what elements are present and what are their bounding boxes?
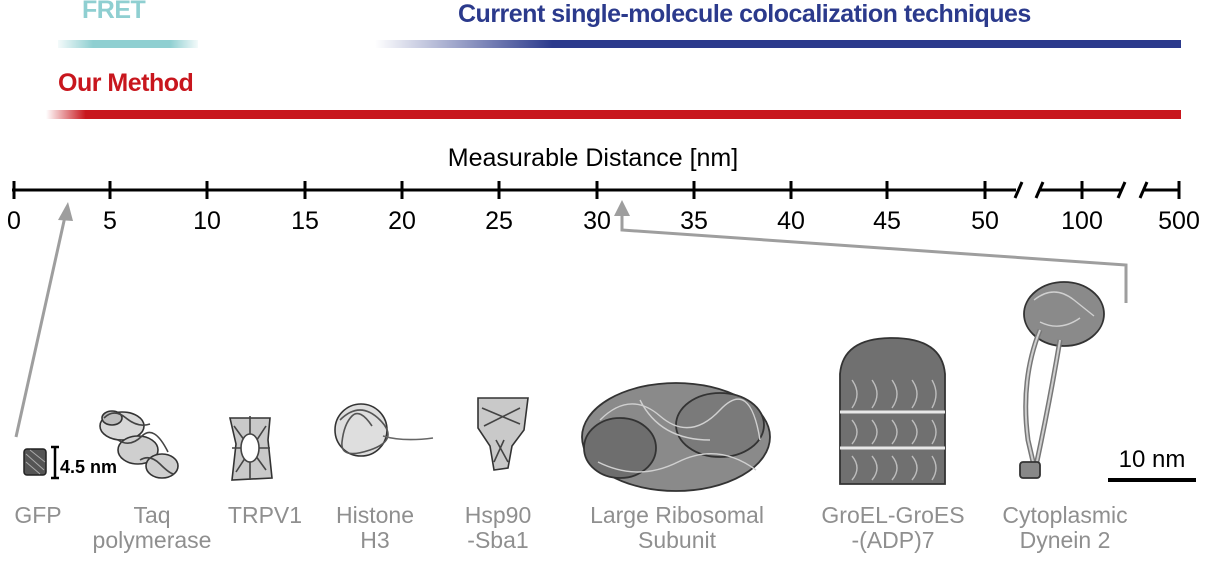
dynein-arrowhead xyxy=(614,200,630,216)
molecule-label-histone: Histone H3 xyxy=(336,502,414,553)
axis-break-mark xyxy=(1034,181,1045,199)
histone-structure xyxy=(334,403,434,457)
molecule-label-hsp90: Hsp90 -Sba1 xyxy=(464,502,532,553)
hsp90-structure xyxy=(477,397,529,471)
trpv1-structure xyxy=(228,416,273,481)
axis-tick-label-20: 20 xyxy=(388,207,416,235)
fret-label: FRET xyxy=(82,0,146,24)
axis-ticks: 0 5 10 15 20 25 30 35 40 45 50 100 500 xyxy=(7,181,1200,235)
molecule-label-trpv1: TRPV1 xyxy=(227,502,303,528)
molecule-label-gfp: GFP xyxy=(14,502,62,528)
taq-structure xyxy=(99,410,179,479)
dynein-arrow-line xyxy=(620,212,1128,303)
axis-tick-label-10: 10 xyxy=(193,207,221,235)
colocalization-range-bar xyxy=(375,40,1181,48)
size-arrows xyxy=(14,211,1128,438)
groel-structure xyxy=(839,337,946,485)
axis-tick-label-25: 25 xyxy=(485,207,513,235)
gfp-size-annotation: 4.5 nm xyxy=(60,457,117,477)
molecule-label-dynein: Cytoplasmic Dynein 2 xyxy=(1002,502,1128,553)
axis-tick-label-500: 500 xyxy=(1158,207,1200,235)
molecule-label-taq: Taq polymerase xyxy=(92,502,212,553)
molecule-label-ribosome: Large Ribosomal Subunit xyxy=(590,502,764,553)
axis-title: Measurable Distance [nm] xyxy=(448,144,738,172)
gfp-arrow-line xyxy=(14,211,68,438)
distance-axis xyxy=(12,181,1180,199)
gfp-structure xyxy=(23,448,47,476)
axis-tick-label-5: 5 xyxy=(103,207,117,235)
axis-break-mark xyxy=(1138,181,1149,199)
molecule-structures xyxy=(23,281,1105,492)
axis-tick-label-40: 40 xyxy=(777,207,805,235)
colocalization-label: Current single-molecule colocalization t… xyxy=(458,0,1031,28)
axis-tick-label-15: 15 xyxy=(291,207,319,235)
axis-break-mark xyxy=(1013,181,1024,199)
ribosome-structure xyxy=(581,382,771,492)
gfp-arrowhead xyxy=(58,202,73,221)
our-method-range-bar xyxy=(46,110,1181,119)
dynein-structure xyxy=(1019,281,1105,479)
axis-tick-label-30: 30 xyxy=(583,207,611,235)
our-method-label: Our Method xyxy=(58,69,194,97)
gfp-size-bracket xyxy=(51,445,59,480)
axis-tick-label-0: 0 xyxy=(7,207,21,235)
axis-tick-label-100: 100 xyxy=(1061,207,1103,235)
molecule-label-groel: GroEL-GroES -(ADP)7 xyxy=(821,502,965,553)
axis-tick-label-45: 45 xyxy=(873,207,901,235)
scale-bar-label: 10 nm xyxy=(1119,446,1186,473)
fret-range-bar xyxy=(58,40,198,48)
axis-tick-label-50: 50 xyxy=(971,207,999,235)
axis-break-mark xyxy=(1116,181,1127,199)
axis-tick-label-35: 35 xyxy=(680,207,708,235)
